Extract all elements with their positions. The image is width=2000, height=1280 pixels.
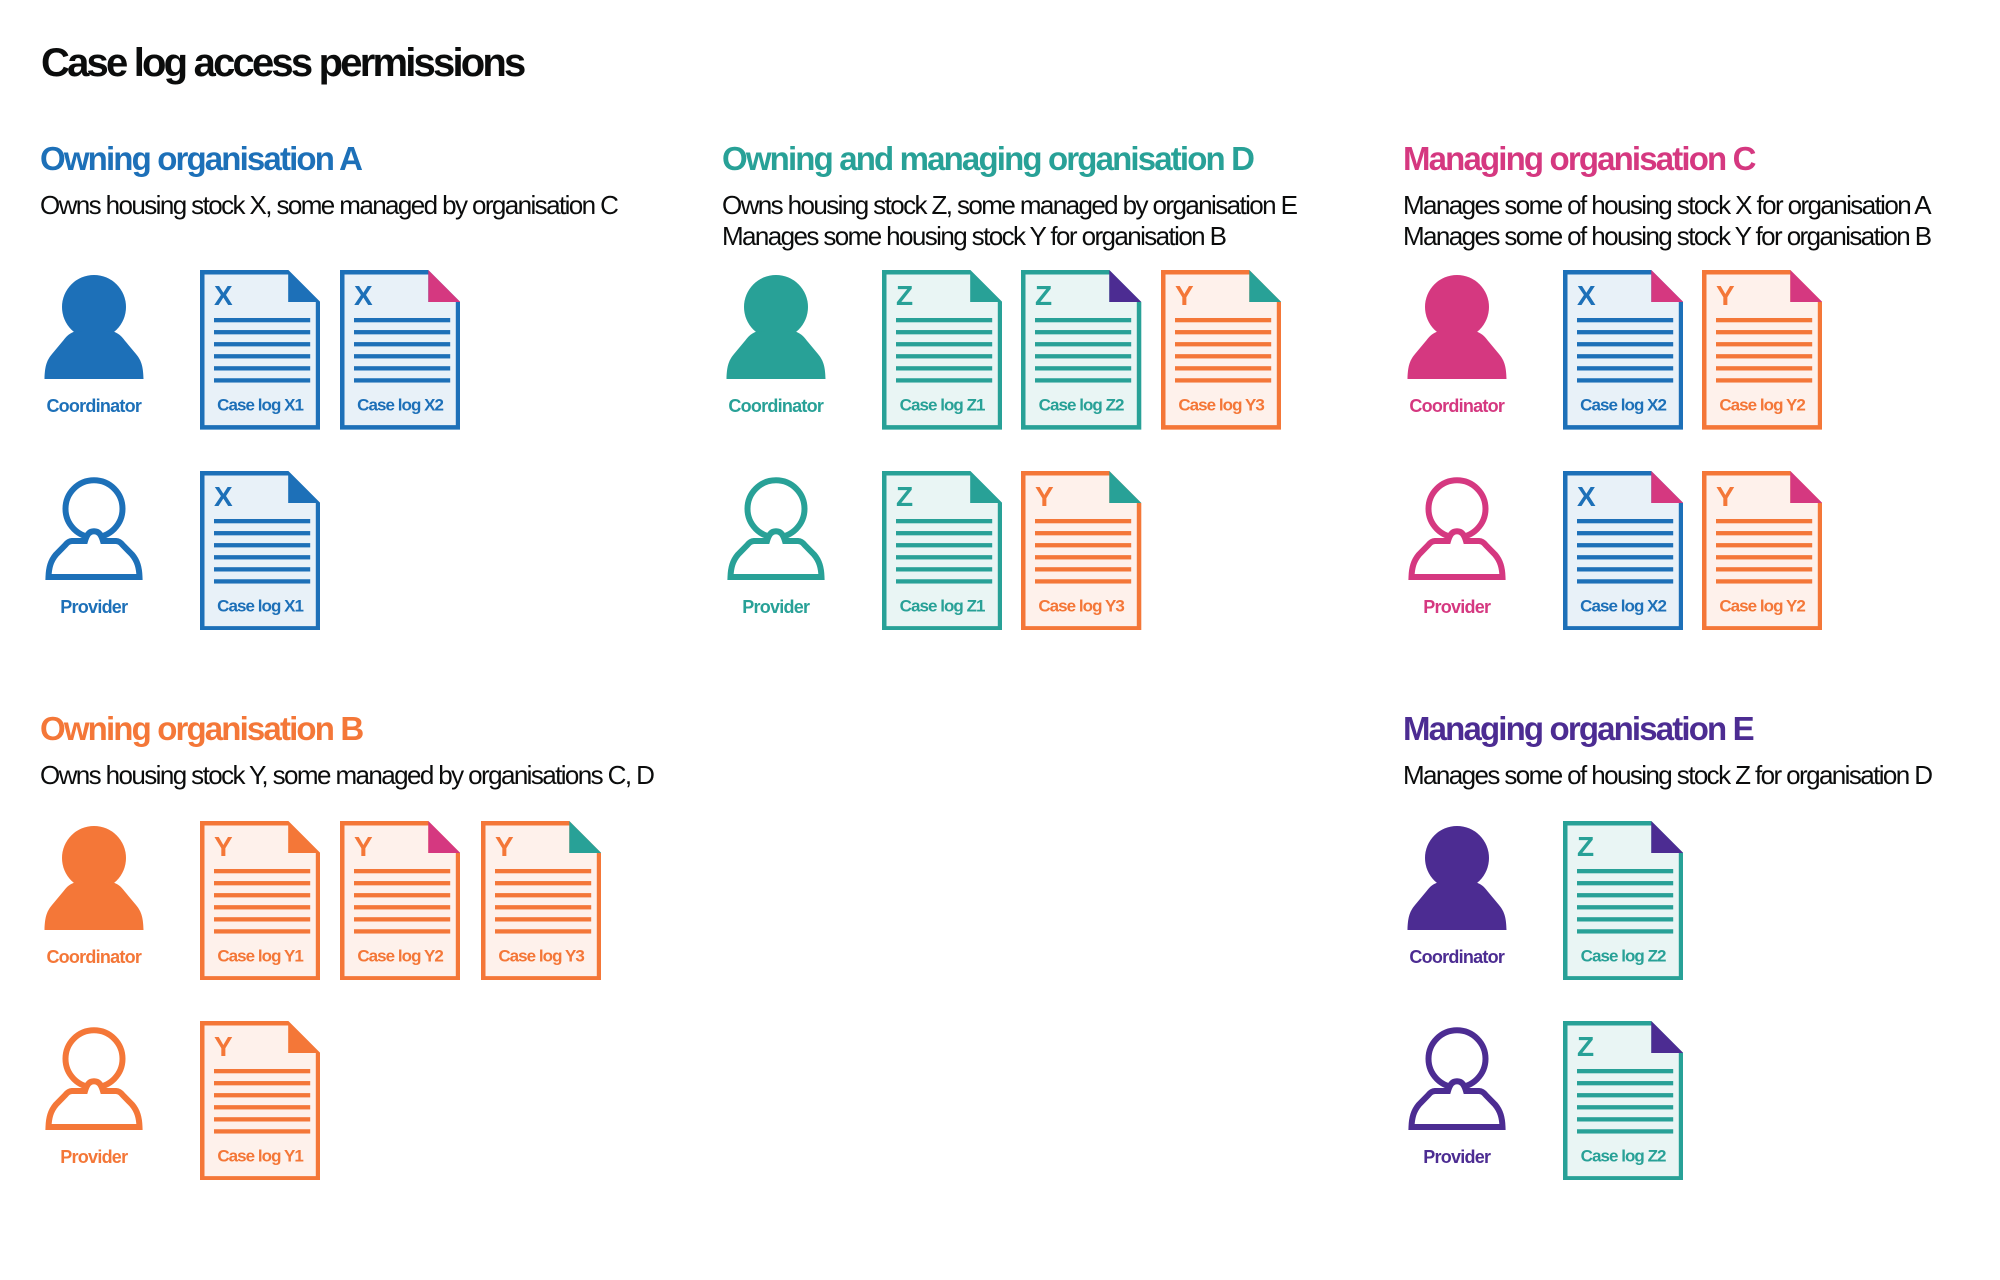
svg-text:Z: Z <box>896 280 913 311</box>
svg-text:Y: Y <box>1716 280 1735 311</box>
svg-text:Case log Y3: Case log Y3 <box>1039 596 1125 615</box>
svg-text:Case log X1: Case log X1 <box>217 395 303 414</box>
svg-text:Case log X2: Case log X2 <box>1580 395 1666 414</box>
svg-text:Y: Y <box>214 830 233 861</box>
svg-text:Case log Y3: Case log Y3 <box>1179 395 1265 414</box>
svg-text:X: X <box>354 280 373 311</box>
svg-text:Case log Y2: Case log Y2 <box>1719 596 1805 615</box>
svg-text:Case log Z1: Case log Z1 <box>899 596 984 615</box>
svg-text:Y: Y <box>495 830 514 861</box>
svg-text:Y: Y <box>214 1030 233 1061</box>
svg-text:X: X <box>1577 480 1596 511</box>
svg-text:Y: Y <box>1175 280 1194 311</box>
svg-text:Case log Y2: Case log Y2 <box>358 946 444 965</box>
svg-text:Case log Z1: Case log Z1 <box>899 395 984 414</box>
svg-text:Y: Y <box>1716 480 1735 511</box>
svg-text:Y: Y <box>1035 480 1054 511</box>
svg-text:Case log Y3: Case log Y3 <box>498 946 584 965</box>
svg-text:Case log Z2: Case log Z2 <box>1039 395 1124 414</box>
svg-text:Case log Z2: Case log Z2 <box>1580 1146 1665 1165</box>
svg-text:X: X <box>1577 280 1596 311</box>
svg-text:X: X <box>214 480 233 511</box>
svg-text:Case log Y1: Case log Y1 <box>217 1146 303 1165</box>
svg-text:Z: Z <box>1577 1030 1594 1061</box>
svg-text:Z: Z <box>1035 280 1052 311</box>
svg-text:Case log X2: Case log X2 <box>1580 596 1666 615</box>
svg-text:Case log Y2: Case log Y2 <box>1719 395 1805 414</box>
svg-text:Case log X1: Case log X1 <box>217 596 303 615</box>
svg-text:Case log X2: Case log X2 <box>357 395 443 414</box>
svg-text:Z: Z <box>1577 830 1594 861</box>
svg-text:Y: Y <box>354 830 373 861</box>
svg-text:Case log Y1: Case log Y1 <box>217 946 303 965</box>
svg-text:Z: Z <box>896 480 913 511</box>
svg-text:X: X <box>214 280 233 311</box>
svg-text:Case log Z2: Case log Z2 <box>1580 946 1665 965</box>
